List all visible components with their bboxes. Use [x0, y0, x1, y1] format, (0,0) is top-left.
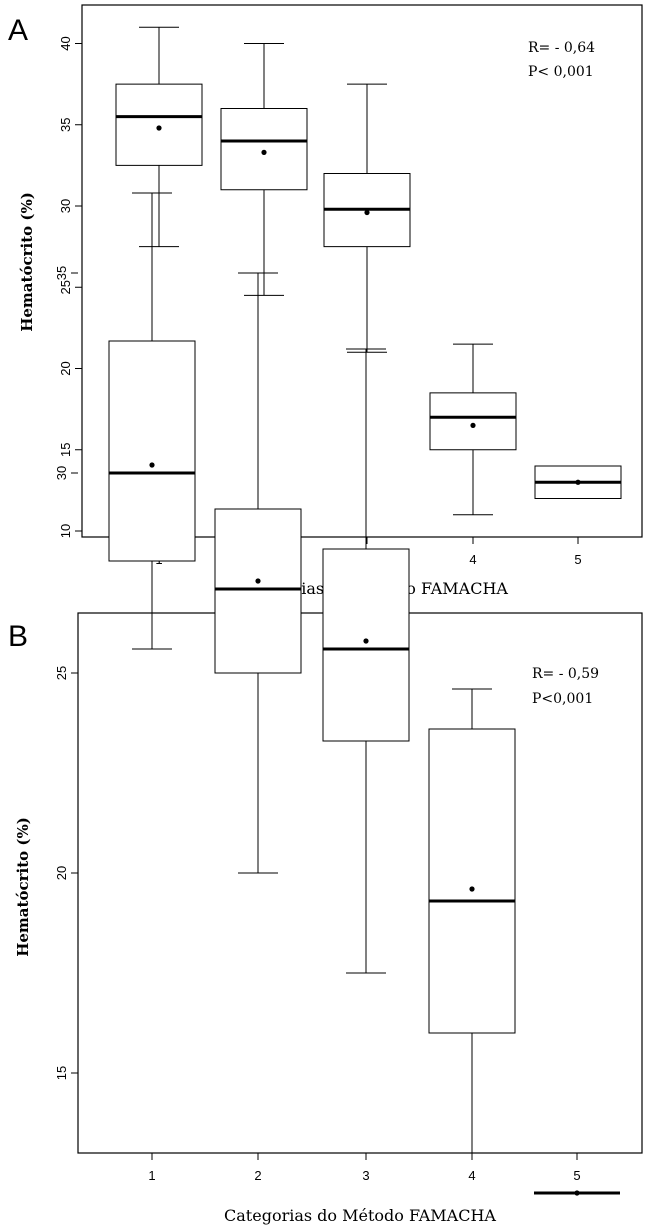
annotation-r-a: R= - 0,64	[528, 40, 595, 56]
y-axis-b: 15 20 25 30 35	[54, 266, 78, 1080]
y-tick-label: 20	[58, 361, 73, 375]
y-tick-label: 30	[58, 199, 73, 213]
mean-point	[255, 578, 261, 584]
x-axis-b: 1 2 3 4 5	[148, 1153, 581, 1183]
box-iqr	[428, 728, 516, 1034]
box-category-1	[108, 192, 196, 650]
y-tick-label: 25	[54, 666, 69, 680]
panel-b: B 15 20 25 30 35 1 2 3 4 5 Categorias do Método …	[8, 192, 643, 1225]
x-tick-label: 4	[469, 552, 476, 567]
box-iqr	[429, 392, 517, 451]
box-marks-a	[115, 26, 622, 516]
y-tick-label: 35	[54, 266, 69, 280]
panel-letter-b: B	[8, 620, 28, 653]
mean-point	[575, 479, 581, 485]
box-marks-b	[108, 192, 620, 1196]
box-category-2	[220, 43, 308, 296]
plot-frame-a	[81, 4, 643, 538]
box-category-4	[428, 688, 516, 1154]
mean-point	[574, 1190, 580, 1196]
panel-letter-a: A	[8, 14, 28, 47]
x-tick-label: 2	[254, 1168, 261, 1183]
annotation-r-b: R= - 0,59	[532, 666, 599, 682]
mean-point	[261, 149, 267, 155]
box-category-3	[323, 83, 411, 353]
y-tick-label: 25	[58, 280, 73, 294]
box-category-4	[429, 343, 517, 516]
y-tick-label: 40	[58, 36, 73, 50]
box-category-3	[322, 348, 410, 974]
x-tick-label: 4	[468, 1168, 475, 1183]
x-tick-label: 1	[148, 1168, 155, 1183]
x-tick-label: 5	[574, 552, 581, 567]
mean-point	[364, 209, 370, 216]
box-iqr	[220, 108, 308, 191]
annotation-p-b: P<0,001	[532, 691, 593, 707]
annotation-p-a: P< 0,001	[528, 64, 594, 80]
y-tick-label: 15	[54, 1066, 69, 1080]
mean-point	[469, 886, 475, 892]
x-tick-label: 5	[573, 1168, 580, 1183]
box-category-5	[534, 1190, 620, 1196]
box-iqr	[108, 340, 196, 562]
mean-point	[156, 125, 162, 131]
box-category-5	[534, 465, 622, 499]
y-axis-title-a: Hematócrito (%)	[18, 192, 36, 332]
box-iqr	[322, 548, 410, 742]
mean-point	[470, 422, 476, 428]
y-tick-label: 15	[58, 443, 73, 457]
y-tick-label: 20	[54, 866, 69, 880]
box-iqr	[115, 83, 203, 166]
box-category-1	[115, 26, 203, 248]
mean-point	[363, 638, 369, 644]
mean-point	[149, 462, 155, 468]
box-category-2	[214, 272, 302, 874]
y-tick-label: 35	[58, 118, 73, 132]
y-tick-label: 10	[58, 524, 73, 538]
y-axis-a: 10 15 20 25 30 35 40	[58, 36, 82, 538]
y-axis-title-b: Hematócrito (%)	[14, 817, 32, 957]
box-iqr	[214, 508, 302, 674]
y-tick-label: 30	[54, 466, 69, 480]
x-tick-label: 3	[362, 1168, 369, 1183]
x-axis-title-b: Categorias do Método FAMACHA	[224, 1206, 496, 1225]
